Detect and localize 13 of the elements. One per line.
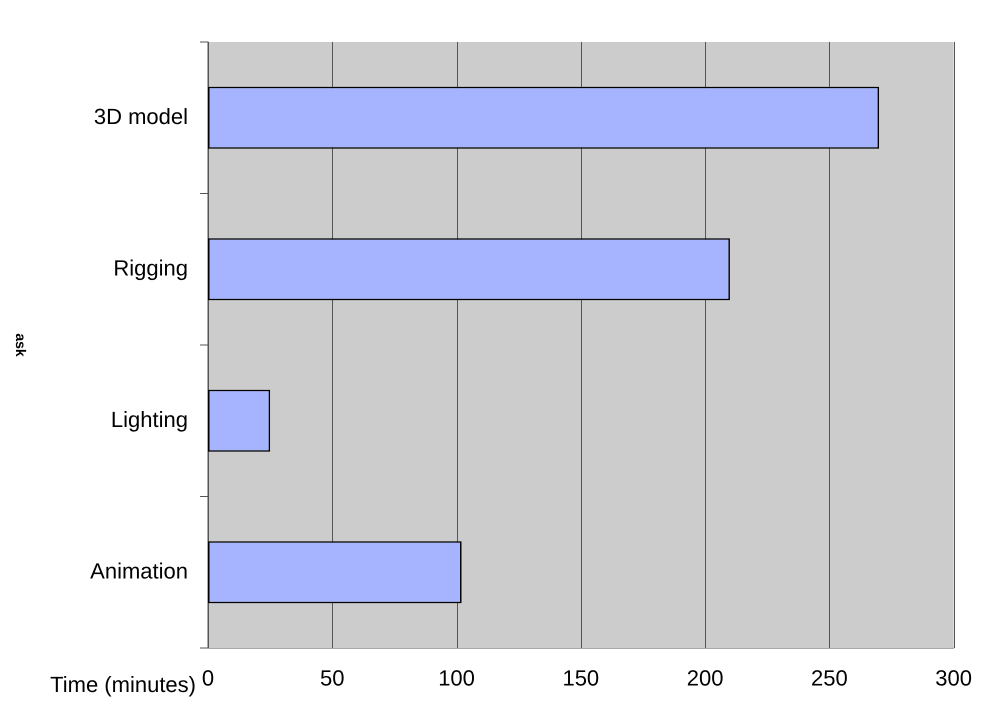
x-tick-label: 300	[935, 665, 972, 690]
x-tick-label: 200	[686, 665, 724, 690]
x-tick-label: 100	[438, 665, 475, 690]
y-tick-label: 3D model	[94, 104, 188, 129]
x-tick-label: 0	[202, 665, 214, 690]
y-tick-label: Animation	[90, 558, 188, 584]
x-tick-label: 150	[562, 665, 600, 690]
x-axis-title: Time (minutes)	[50, 672, 196, 698]
x-tick-label: 250	[811, 665, 848, 690]
y-tick-label: Lighting	[110, 406, 188, 432]
x-tick-label: 50	[320, 665, 345, 690]
y-tick-label: Rigging	[113, 255, 188, 280]
y-axis-title: ask	[13, 333, 30, 357]
